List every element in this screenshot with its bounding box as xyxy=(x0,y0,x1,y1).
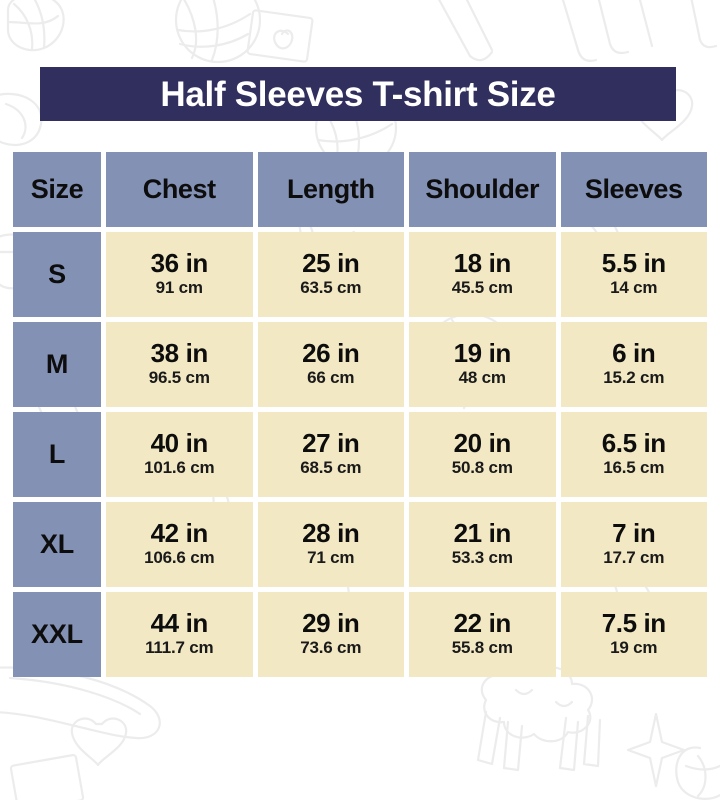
measurement-centimeters: 73.6 cm xyxy=(300,638,362,658)
size-label-cell: XL xyxy=(13,502,101,587)
measurement-inches: 26 in xyxy=(302,338,360,369)
table-row: XXL 44 in 111.7 cm 29 in 73.6 cm 22 in 55.8 cm… xyxy=(13,592,707,677)
title-banner: Half Sleeves T-shirt Size xyxy=(40,67,676,121)
measurement-centimeters: 55.8 cm xyxy=(451,638,513,658)
measurement-cell: 42 in 106.6 cm xyxy=(106,502,253,587)
measurement-inches: 20 in xyxy=(453,428,512,459)
measurement-centimeters: 68.5 cm xyxy=(300,458,362,478)
table-header-row: Size Chest Length Shoulder Sleeves xyxy=(13,152,707,227)
size-chart-table: Size Chest Length Shoulder Sleeves S 36 i… xyxy=(8,147,712,682)
measurement-cell: 27 in 68.5 cm xyxy=(257,412,404,497)
table-row: S 36 in 91 cm 25 in 63.5 cm 18 in 45.5 cm 5.5 i… xyxy=(13,232,707,317)
measurement-inches: 28 in xyxy=(302,518,360,549)
measurement-centimeters: 91 cm xyxy=(155,278,203,298)
measurement-inches: 7 in xyxy=(612,518,656,549)
measurement-cell: 25 in 63.5 cm xyxy=(257,232,404,317)
measurement-inches: 38 in xyxy=(150,338,209,369)
measurement-inches: 6 in xyxy=(612,338,656,369)
measurement-centimeters: 50.8 cm xyxy=(451,458,513,478)
measurement-centimeters: 111.7 cm xyxy=(145,638,214,658)
measurement-centimeters: 71 cm xyxy=(307,548,355,568)
measurement-centimeters: 63.5 cm xyxy=(300,278,362,298)
measurement-inches: 19 in xyxy=(453,338,512,369)
measurement-cell: 6.5 in 16.5 cm xyxy=(560,412,707,497)
measurement-inches: 22 in xyxy=(453,608,512,639)
size-label-cell: L xyxy=(13,412,101,497)
measurement-inches: 5.5 in xyxy=(601,248,666,279)
measurement-centimeters: 19 cm xyxy=(610,638,658,658)
table-row: M 38 in 96.5 cm 26 in 66 cm 19 in 48 cm 6 in 15.… xyxy=(13,322,707,407)
measurement-inches: 25 in xyxy=(302,248,360,279)
size-label-cell: XXL xyxy=(13,592,101,677)
size-label-cell: S xyxy=(13,232,101,317)
measurement-centimeters: 16.5 cm xyxy=(603,458,665,478)
measurement-cell: 44 in 111.7 cm xyxy=(106,592,253,677)
column-header-length: Length xyxy=(257,152,404,227)
measurement-cell: 28 in 71 cm xyxy=(257,502,404,587)
measurement-centimeters: 17.7 cm xyxy=(603,548,665,568)
measurement-cell: 18 in 45.5 cm xyxy=(409,232,556,317)
table-row: XL 42 in 106.6 cm 28 in 71 cm 21 in 53.3 cm 7 i… xyxy=(13,502,707,587)
measurement-inches: 29 in xyxy=(302,608,360,639)
measurement-inches: 21 in xyxy=(453,518,512,549)
table-body: S 36 in 91 cm 25 in 63.5 cm 18 in 45.5 cm 5.5 i… xyxy=(13,232,707,677)
column-header-size: Size xyxy=(13,152,101,227)
measurement-cell: 7 in 17.7 cm xyxy=(560,502,707,587)
measurement-cell: 22 in 55.8 cm xyxy=(409,592,556,677)
measurement-cell: 19 in 48 cm xyxy=(409,322,556,407)
table-row: L 40 in 101.6 cm 27 in 68.5 cm 20 in 50.8 cm 6.… xyxy=(13,412,707,497)
measurement-centimeters: 14 cm xyxy=(610,278,658,298)
measurement-cell: 21 in 53.3 cm xyxy=(409,502,556,587)
measurement-centimeters: 53.3 cm xyxy=(451,548,513,568)
measurement-inches: 7.5 in xyxy=(601,608,666,639)
measurement-centimeters: 48 cm xyxy=(458,368,506,388)
measurement-centimeters: 106.6 cm xyxy=(144,548,215,568)
measurement-inches: 42 in xyxy=(150,518,209,549)
measurement-cell: 29 in 73.6 cm xyxy=(257,592,404,677)
measurement-centimeters: 96.5 cm xyxy=(148,368,210,388)
size-label-cell: M xyxy=(13,322,101,407)
measurement-centimeters: 45.5 cm xyxy=(451,278,513,298)
measurement-cell: 38 in 96.5 cm xyxy=(106,322,253,407)
measurement-cell: 7.5 in 19 cm xyxy=(560,592,707,677)
measurement-cell: 6 in 15.2 cm xyxy=(560,322,707,407)
column-header-shoulder: Shoulder xyxy=(409,152,556,227)
measurement-cell: 40 in 101.6 cm xyxy=(106,412,253,497)
measurement-centimeters: 66 cm xyxy=(307,368,355,388)
measurement-cell: 36 in 91 cm xyxy=(106,232,253,317)
measurement-centimeters: 15.2 cm xyxy=(603,368,665,388)
measurement-inches: 40 in xyxy=(150,428,209,459)
measurement-inches: 44 in xyxy=(150,608,209,639)
measurement-inches: 18 in xyxy=(453,248,512,279)
page-title: Half Sleeves T-shirt Size xyxy=(160,74,556,114)
measurement-inches: 27 in xyxy=(302,428,360,459)
measurement-cell: 20 in 50.8 cm xyxy=(409,412,556,497)
column-header-sleeves: Sleeves xyxy=(560,152,707,227)
measurement-centimeters: 101.6 cm xyxy=(144,458,215,478)
measurement-inches: 36 in xyxy=(150,248,209,279)
column-header-chest: Chest xyxy=(106,152,253,227)
measurement-cell: 26 in 66 cm xyxy=(257,322,404,407)
measurement-inches: 6.5 in xyxy=(601,428,666,459)
measurement-cell: 5.5 in 14 cm xyxy=(560,232,707,317)
